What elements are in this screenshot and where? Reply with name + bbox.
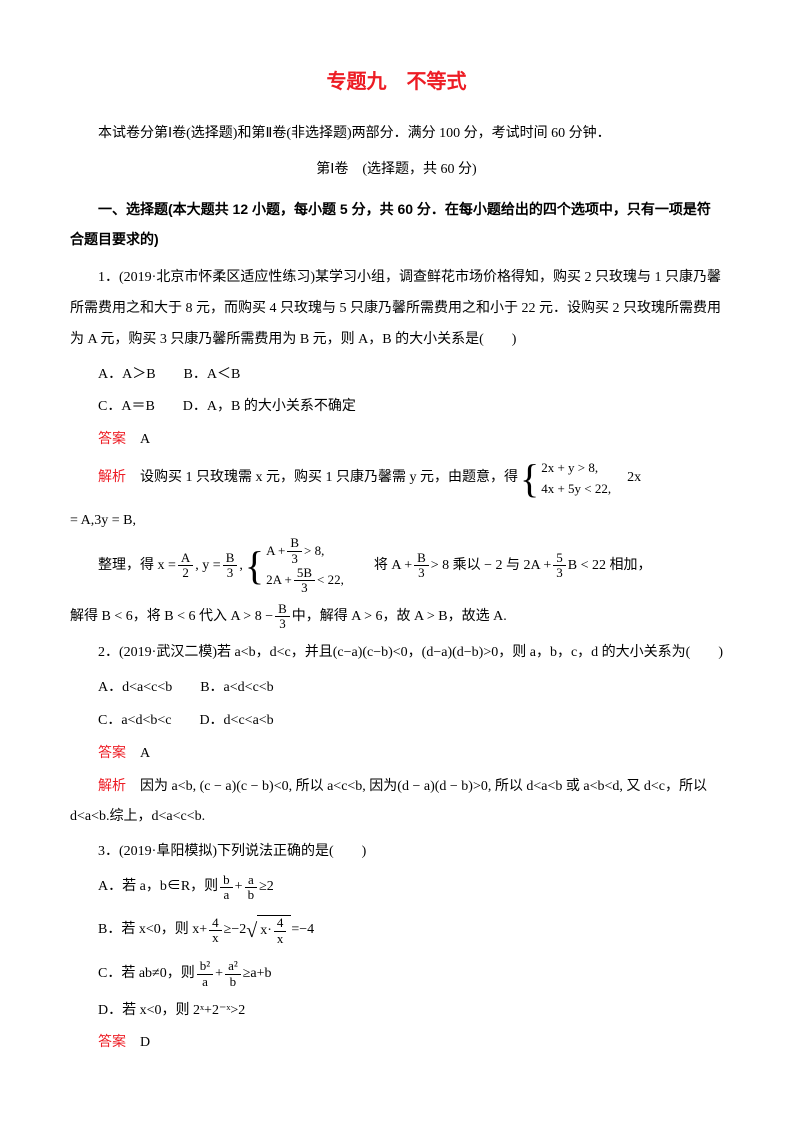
q2-option-cd: C．a<d<b<c D．d<c<a<b — [70, 706, 723, 737]
q2-option-ab: A．d<a<c<b B．a<d<c<b — [70, 673, 723, 704]
sqrt: √ x· 4x — [246, 909, 291, 953]
q3-option-a: A．若 a，b∈R，则 ba + ab ≥2 — [70, 872, 723, 903]
text: A．若 a，b∈R，则 — [98, 872, 218, 903]
page-title: 专题九 不等式 — [70, 60, 723, 104]
text: 2x — [613, 463, 641, 494]
text: 解得 B < 6，将 B < 6 代入 A > 8 − — [70, 602, 273, 633]
answer-value: A — [126, 432, 150, 447]
eq: 2A + 5B3 < 22, — [266, 566, 344, 596]
q2-explain: 解析 因为 a<b, (c − a)(c − b)<0, 所以 a<c<b, 因… — [70, 772, 723, 834]
fraction: B3 — [223, 551, 238, 581]
section-heading: 一、选择题(本大题共 12 小题，每小题 5 分，共 60 分．在每小题给出的四… — [70, 194, 723, 256]
q3-answer: 答案 D — [70, 1028, 723, 1059]
fraction: 53 — [553, 551, 566, 581]
q3-option-d: D．若 x<0，则 2ˣ+2⁻ˣ>2 — [70, 996, 723, 1027]
eq: A + B3 > 8, — [266, 536, 344, 566]
answer-label: 答案 — [98, 1035, 126, 1050]
text: ≥−2 — [224, 915, 247, 946]
text: ≥2 — [259, 872, 274, 903]
brace-system-1: { 2x + y > 8, 4x + 5y < 22, — [520, 458, 611, 500]
q2-answer: 答案 A — [70, 739, 723, 770]
text: > 8 乘以 − 2 与 2A + — [431, 551, 552, 582]
fraction: 4x — [209, 916, 222, 946]
text: x· — [260, 916, 272, 947]
text: B < 22 相加， — [568, 551, 652, 582]
text: 整理，得 x = — [98, 551, 176, 582]
q3-stem: 3．(2019·阜阳模拟)下列说法正确的是( ) — [70, 837, 723, 868]
q3-option-b: B．若 x<0，则 x+ 4x ≥−2 √ x· 4x =−4 — [70, 909, 723, 953]
text: 因为 a<b, (c − a)(c − b)<0, 所以 a<c<b, 因为(d… — [70, 779, 707, 825]
text: 将 A + — [346, 551, 412, 582]
section-info: 第Ⅰ卷 (选择题，共 60 分) — [70, 155, 723, 186]
text: B．若 x<0，则 x+ — [98, 915, 207, 946]
q1-explain-line1b: = A,3y = B, — [70, 506, 723, 537]
text: , — [239, 551, 243, 582]
fraction: ba — [220, 873, 233, 903]
text: C．若 ab≠0，则 — [98, 959, 195, 990]
fraction: ab — [245, 873, 258, 903]
brace-icon: { — [520, 459, 539, 499]
q3-option-c: C．若 ab≠0，则 b²a + a²b ≥a+b — [70, 959, 723, 990]
fraction: a²b — [225, 959, 241, 989]
fraction: b²a — [197, 959, 213, 989]
q1-explain-line2: 整理，得 x = A2 , y = B3 , { A + B3 > 8, 2A … — [70, 536, 723, 595]
explain-label: 解析 — [98, 463, 126, 494]
exam-intro: 本试卷分第Ⅰ卷(选择题)和第Ⅱ卷(非选择题)两部分．满分 100 分，考试时间 … — [70, 119, 723, 150]
q1-explain-line3: 解得 B < 6，将 B < 6 代入 A > 8 − B3 中，解得 A > … — [70, 602, 723, 633]
text: + — [235, 872, 243, 903]
answer-label: 答案 — [98, 746, 126, 761]
eq: 2x + y > 8, — [541, 458, 611, 479]
text: =−4 — [291, 915, 314, 946]
fraction: 4x — [274, 916, 287, 946]
text: , y = — [195, 551, 220, 582]
answer-value: D — [126, 1035, 150, 1050]
fraction: A2 — [178, 551, 193, 581]
fraction: B3 — [414, 551, 429, 581]
text: + — [215, 959, 223, 990]
q1-explain-line1: 解析 设购买 1 只玫瑰需 x 元，购买 1 只康乃馨需 y 元，由题意，得 {… — [70, 458, 723, 500]
q2-stem: 2．(2019·武汉二模)若 a<b，d<c，并且(c−a)(c−b)<0，(d… — [70, 638, 723, 669]
sqrt-icon: √ — [246, 909, 257, 953]
q1-stem: 1．(2019·北京市怀柔区适应性练习)某学习小组，调查鲜花市场价格得知，购买 … — [70, 263, 723, 355]
brace-system-2: { A + B3 > 8, 2A + 5B3 < 22, — [245, 536, 344, 595]
eq: 4x + 5y < 22, — [541, 479, 611, 500]
answer-value: A — [126, 746, 150, 761]
q1-answer: 答案 A — [70, 425, 723, 456]
q1-option-cd: C．A＝B D．A，B 的大小关系不确定 — [70, 392, 723, 423]
explain-label: 解析 — [98, 779, 126, 794]
text: ≥a+b — [243, 959, 272, 990]
q1-option-ab: A．A＞B B．A＜B — [70, 360, 723, 391]
fraction: B3 — [275, 602, 290, 632]
brace-icon: { — [245, 546, 264, 586]
answer-label: 答案 — [98, 432, 126, 447]
text: 设购买 1 只玫瑰需 x 元，购买 1 只康乃馨需 y 元，由题意，得 — [126, 463, 518, 494]
text: 中，解得 A > 6，故 A > B，故选 A. — [292, 602, 507, 633]
